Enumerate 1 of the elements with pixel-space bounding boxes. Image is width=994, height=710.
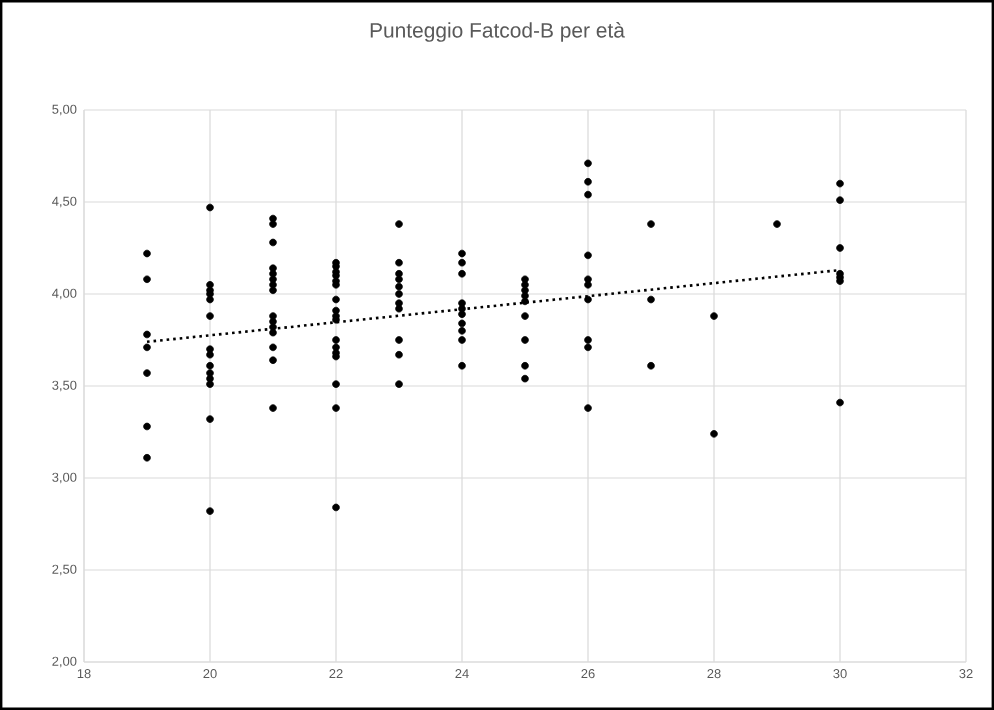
chart-title: Punteggio Fatcod-B per età xyxy=(370,22,625,42)
